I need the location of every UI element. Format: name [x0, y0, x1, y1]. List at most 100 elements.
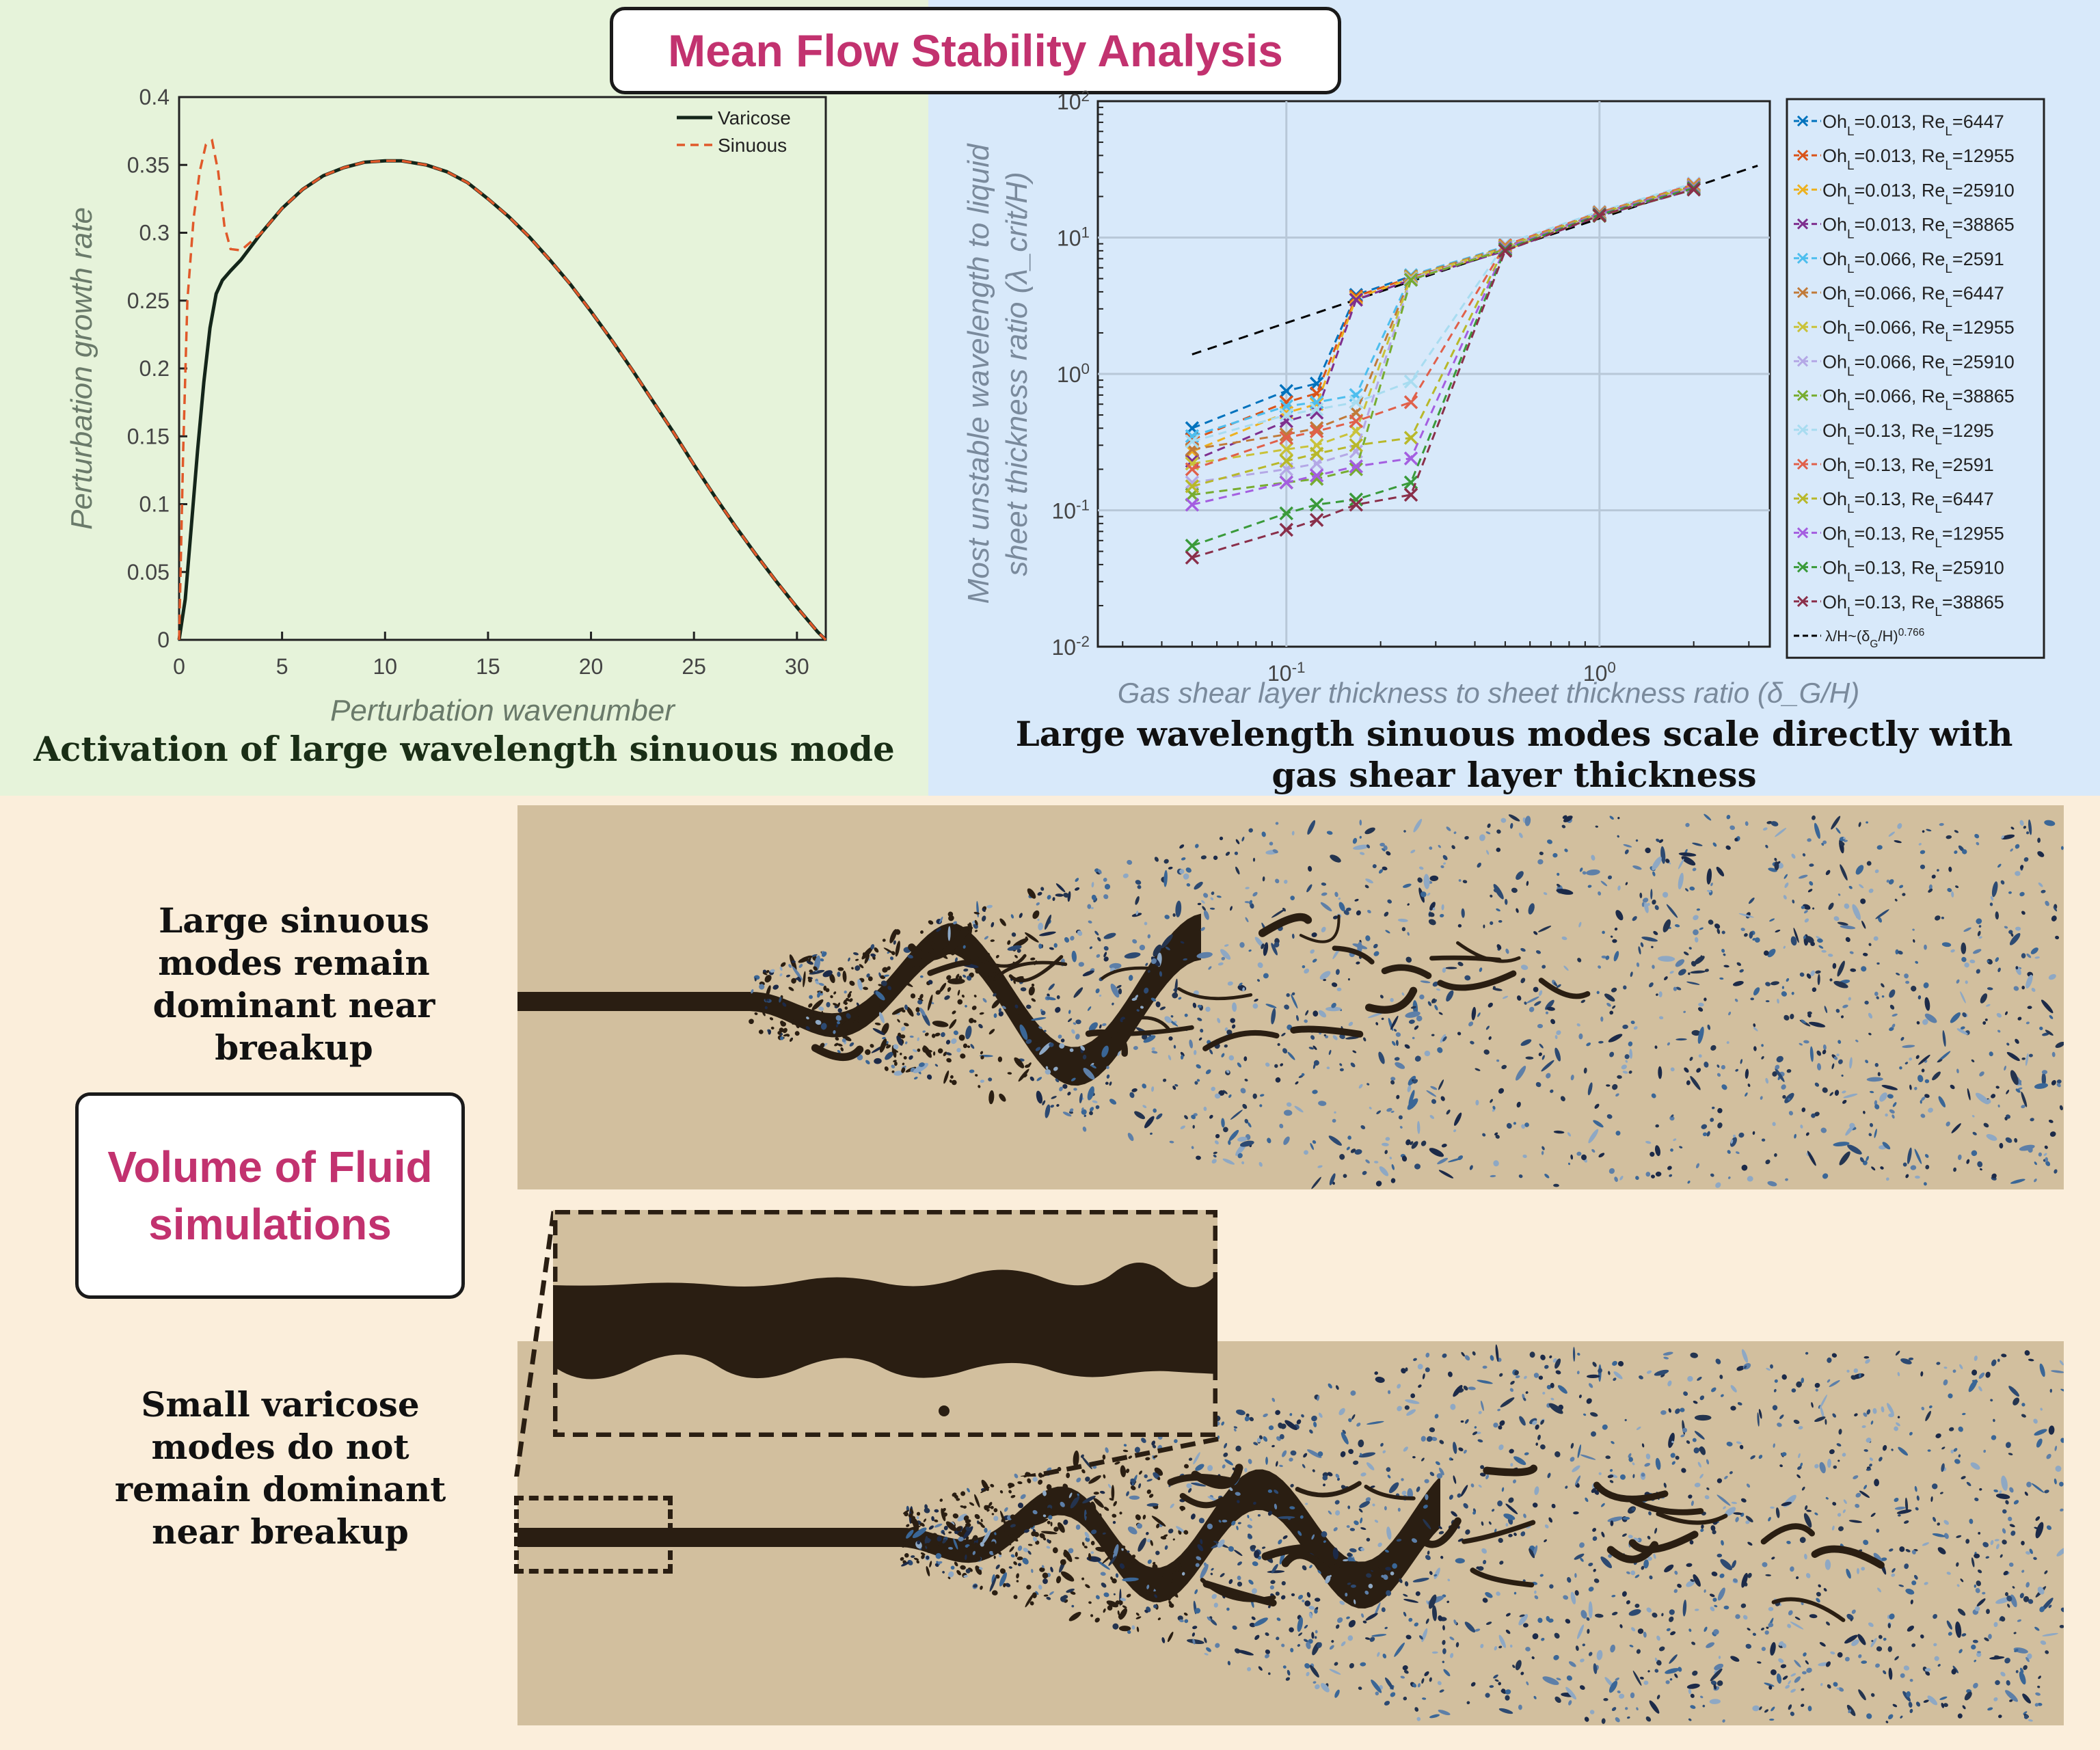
droplet	[1792, 899, 1795, 904]
droplet	[1660, 846, 1666, 864]
droplet	[1781, 1374, 1787, 1380]
ligament	[908, 928, 969, 961]
droplet	[1393, 1029, 1397, 1032]
droplet	[1811, 1113, 1816, 1118]
droplet	[1248, 1579, 1254, 1585]
droplet	[1636, 962, 1640, 967]
droplet	[764, 1006, 768, 1010]
droplet	[1334, 1662, 1338, 1666]
droplet	[1505, 1523, 1509, 1527]
droplet	[1127, 859, 1133, 865]
droplet	[1832, 1413, 1837, 1418]
droplet	[1917, 1075, 1924, 1083]
droplet	[1410, 1006, 1416, 1009]
droplet	[1535, 1081, 1542, 1088]
droplet	[952, 1010, 956, 1014]
droplet	[1332, 1547, 1339, 1560]
droplet	[1828, 954, 1833, 957]
droplet	[1609, 1010, 1614, 1015]
droplet	[1850, 968, 1857, 972]
droplet	[1971, 1644, 1976, 1650]
droplet	[1866, 1077, 1883, 1082]
right-caption-line-1: Large wavelength sinuous modes scale dir…	[1015, 714, 2013, 754]
droplet	[1131, 1625, 1135, 1630]
droplet	[1540, 1444, 1546, 1450]
droplet	[893, 940, 896, 945]
droplet	[1651, 1093, 1656, 1099]
droplet	[1345, 1036, 1360, 1040]
droplet	[1868, 1032, 1872, 1036]
droplet	[1645, 1172, 1651, 1177]
droplet	[1146, 1531, 1149, 1535]
droplet	[2060, 846, 2064, 850]
droplet	[1102, 1023, 1107, 1027]
droplet	[1794, 1616, 1801, 1620]
droplet	[1956, 1028, 1968, 1035]
droplet	[1119, 1511, 1122, 1515]
droplet	[1788, 1680, 1791, 1685]
droplet	[1071, 1604, 1075, 1608]
droplet	[1710, 1606, 1715, 1612]
droplet	[1429, 902, 1436, 911]
droplet	[1087, 904, 1092, 909]
series-line	[1192, 186, 1695, 441]
droplet	[818, 982, 824, 986]
droplet	[1654, 1657, 1658, 1662]
droplet	[901, 1561, 910, 1567]
droplet	[1390, 1080, 1395, 1085]
droplet	[1075, 1034, 1080, 1040]
droplet	[1636, 1707, 1639, 1711]
droplet	[1526, 996, 1539, 1004]
droplet	[2010, 826, 2015, 830]
droplet	[965, 1554, 967, 1561]
droplet	[1814, 1512, 1818, 1516]
ligament	[1167, 1473, 1233, 1486]
droplet	[1312, 1045, 1317, 1050]
droplet	[833, 991, 837, 995]
droplet	[1460, 1420, 1464, 1423]
droplet	[1038, 1479, 1043, 1485]
droplet	[1826, 1661, 1831, 1667]
droplet	[1366, 1462, 1375, 1470]
droplet	[1103, 952, 1107, 958]
droplet	[2051, 1080, 2056, 1086]
droplet	[1023, 1529, 1029, 1533]
droplet	[1869, 1090, 1874, 1094]
droplet	[1407, 1098, 1418, 1110]
droplet	[2035, 1522, 2044, 1539]
droplet	[2060, 1438, 2064, 1443]
droplet	[2024, 1492, 2028, 1496]
droplet	[1925, 1165, 1930, 1170]
droplet	[1446, 1109, 1451, 1115]
droplet	[1874, 991, 1879, 996]
droplet	[1903, 1520, 1909, 1524]
droplet	[1764, 1709, 1769, 1713]
droplet	[1668, 1432, 1675, 1449]
droplet	[823, 985, 827, 991]
droplet	[1842, 1453, 1846, 1457]
droplet	[993, 993, 997, 997]
droplet	[1689, 1540, 1694, 1545]
droplet	[1836, 1053, 1840, 1057]
droplet	[1804, 1505, 1808, 1510]
droplet	[1991, 881, 1998, 898]
droplet	[1275, 1591, 1280, 1596]
growth-rate-chart: 0 5 10 15 20 25 3000.050.10.150.20.250.30.350.…	[65, 85, 827, 727]
droplet	[2038, 1675, 2041, 1680]
droplet	[1561, 824, 1566, 829]
droplet	[1237, 1561, 1242, 1566]
droplet	[1334, 1111, 1336, 1114]
droplet	[982, 908, 986, 913]
droplet	[1124, 952, 1141, 959]
droplet	[1099, 1024, 1102, 1029]
droplet	[1047, 1520, 1051, 1524]
droplet	[1436, 988, 1441, 991]
droplet	[1442, 1036, 1447, 1042]
droplet	[1613, 951, 1619, 962]
droplet	[1211, 1567, 1214, 1571]
droplet	[1546, 1384, 1552, 1390]
droplet	[1069, 1048, 1074, 1052]
droplet	[1656, 838, 1660, 842]
droplet	[1378, 869, 1384, 874]
droplet	[1953, 1448, 1958, 1452]
